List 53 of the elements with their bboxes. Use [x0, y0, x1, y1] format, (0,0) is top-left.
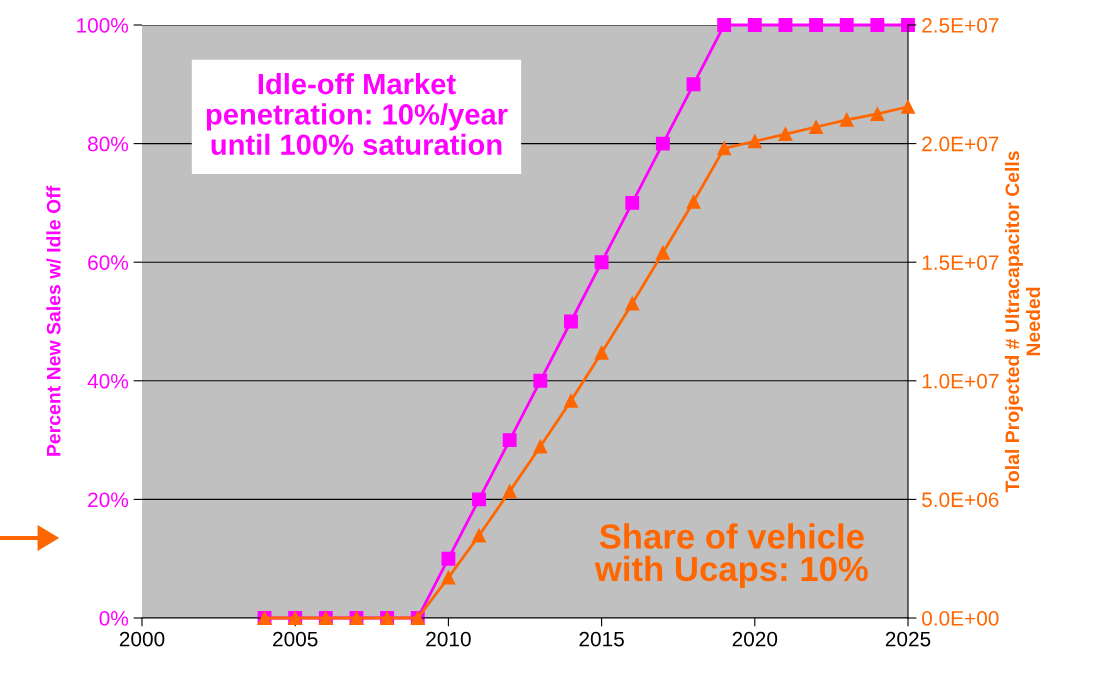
point [594, 345, 609, 360]
point [839, 18, 854, 32]
x-tick-label: 2015 [579, 631, 624, 647]
y-tick-label: 20% [88, 492, 129, 508]
y-tick-label: 60% [88, 255, 129, 270]
y2-tick-label: 0.0E+00 [922, 611, 999, 626]
point [655, 245, 670, 260]
point [502, 433, 517, 448]
point [472, 492, 486, 507]
point [472, 528, 486, 543]
y2-tick-label: 2.0E+07 [922, 136, 999, 152]
point [717, 141, 732, 156]
point [564, 314, 578, 329]
y2-axis-title: Tolal Projected # Ultracapacitor Cells Needed [1004, 151, 1041, 493]
annotation: Share of vehicle with Ucaps: 10% [594, 523, 868, 589]
point [441, 551, 456, 566]
point [533, 373, 548, 388]
point [839, 112, 854, 127]
point [594, 255, 609, 270]
point [686, 77, 701, 92]
y2-tick-label: 1.0E+07 [922, 373, 999, 389]
point [625, 195, 640, 210]
point [747, 134, 762, 149]
x-tick-label: 2010 [426, 631, 471, 647]
x-tick-label: 2020 [732, 631, 778, 647]
annotation: Idle-off Market penetration: 10%/year until 100% saturation [206, 72, 508, 156]
point [625, 296, 640, 311]
y2-tick-label: 5.0E+06 [922, 492, 999, 508]
point [901, 99, 915, 114]
y-tick-label: 40% [87, 373, 129, 389]
x-tick-label: 2005 [273, 631, 318, 647]
point [655, 136, 670, 151]
y-tick-label: 80% [88, 136, 129, 152]
x-tick-label: 2000 [119, 631, 165, 647]
point [778, 127, 793, 142]
point [502, 484, 517, 499]
point [870, 107, 885, 121]
y-axis-title: Percent New Sales w/ Idle Off [46, 185, 61, 456]
point [778, 18, 793, 32]
point [870, 18, 885, 32]
x-tick-label: 2025 [885, 631, 931, 647]
point [441, 570, 456, 585]
y-tick-label: 100% [77, 18, 129, 33]
point [717, 18, 732, 32]
y2-tick-label: 1.5E+07 [922, 255, 999, 270]
point [686, 194, 701, 209]
point [809, 18, 824, 32]
point [533, 439, 548, 454]
point [747, 18, 762, 32]
y2-tick-label: 2.5E+07 [922, 18, 999, 33]
point [564, 393, 578, 408]
y-tick-label: 0% [99, 611, 129, 626]
point [809, 120, 824, 134]
